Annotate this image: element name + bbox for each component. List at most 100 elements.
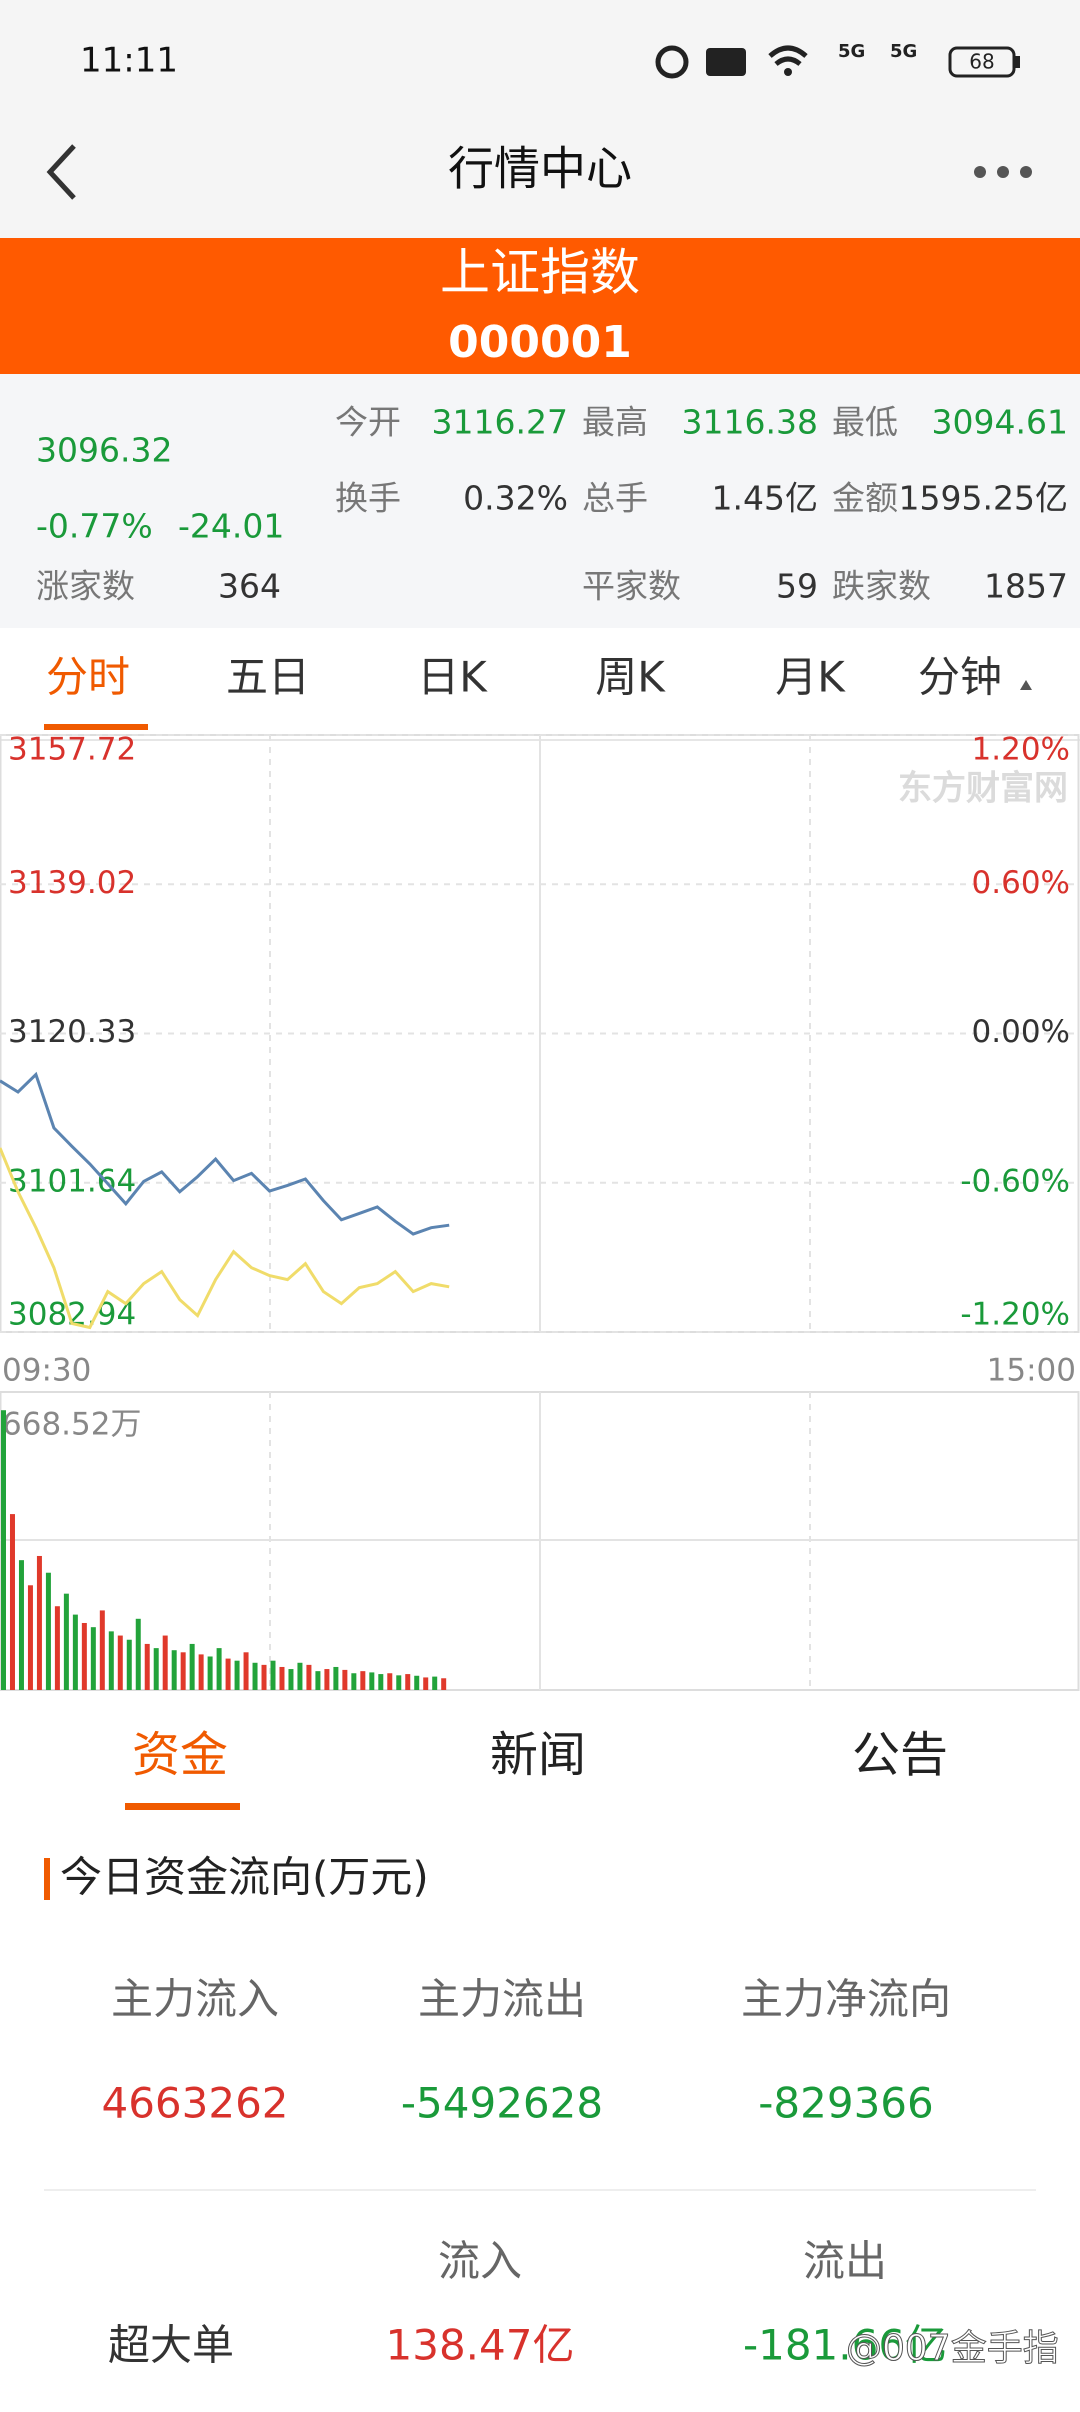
volume-bar bbox=[405, 1674, 411, 1690]
volume-bar bbox=[270, 1660, 276, 1690]
volume-bar bbox=[189, 1643, 195, 1690]
change: -24.01 bbox=[178, 507, 284, 546]
quote-bg bbox=[0, 374, 1080, 628]
volume-bar bbox=[369, 1672, 375, 1690]
info-tab[interactable]: 新闻 bbox=[490, 1727, 586, 1783]
change-pct: -0.77% bbox=[36, 507, 153, 546]
flow-label: 主力流入 bbox=[111, 1975, 279, 2024]
volume-bar bbox=[90, 1627, 96, 1690]
y-tick-label: 3157.72 bbox=[8, 732, 136, 768]
volume-bar bbox=[234, 1660, 240, 1690]
flow-value: 4663262 bbox=[101, 2079, 288, 2128]
chart-tab[interactable]: 分时 bbox=[46, 653, 130, 702]
y-tick-label: 3120.33 bbox=[8, 1014, 136, 1050]
x-tick-label: 09:30 bbox=[2, 1353, 91, 1389]
stat-value: 0.32% bbox=[463, 479, 568, 518]
flow-value: -5492628 bbox=[401, 2079, 603, 2128]
watermark: @007金手指 bbox=[846, 2328, 1059, 2369]
stat-label: 平家数 bbox=[582, 567, 681, 606]
stat-value: 1595.25亿 bbox=[899, 479, 1068, 518]
flow-label: 主力净流向 bbox=[741, 1975, 951, 2024]
volume-bar bbox=[207, 1656, 213, 1690]
volume-bar bbox=[162, 1635, 168, 1690]
tab-indicator bbox=[125, 1803, 240, 1810]
stat-label: 换手 bbox=[335, 479, 401, 518]
volume-bar bbox=[216, 1648, 222, 1690]
banner-bg bbox=[0, 238, 1080, 374]
volume-bar bbox=[117, 1635, 123, 1690]
y-tick-label: 668.52万 bbox=[2, 1407, 141, 1443]
volume-bar bbox=[18, 1560, 24, 1690]
chart-tab[interactable]: 周K bbox=[595, 653, 666, 702]
volume-bar bbox=[279, 1666, 285, 1690]
dropdown-icon bbox=[1020, 680, 1032, 690]
volume-bar bbox=[306, 1664, 312, 1690]
volume-bar bbox=[108, 1631, 114, 1690]
info-tab[interactable]: 公告 bbox=[852, 1727, 948, 1783]
network-label: 5G bbox=[838, 41, 865, 62]
volume-bar bbox=[414, 1675, 420, 1690]
volume-bar bbox=[9, 1514, 15, 1690]
row-outflow: -181.66亿 bbox=[743, 2321, 947, 2370]
volume-bar bbox=[171, 1650, 177, 1690]
volume-bar bbox=[54, 1606, 60, 1690]
volume-bar bbox=[27, 1585, 33, 1690]
volume-bar bbox=[72, 1614, 78, 1690]
volume-bar bbox=[288, 1669, 294, 1690]
battery-level: 68 bbox=[969, 50, 994, 74]
chart-tab[interactable]: 月K bbox=[775, 653, 846, 702]
flow-label: 主力流出 bbox=[418, 1975, 586, 2024]
stat-label: 跌家数 bbox=[832, 567, 931, 606]
volume-bar bbox=[63, 1593, 69, 1690]
stat-label: 涨家数 bbox=[36, 567, 135, 606]
volume-bar bbox=[36, 1555, 42, 1690]
stat-value: 59 bbox=[776, 567, 818, 606]
tab-indicator bbox=[44, 724, 148, 730]
stat-value: 1.45亿 bbox=[712, 479, 818, 518]
info-tab[interactable]: 资金 bbox=[132, 1727, 228, 1783]
volume-bar bbox=[432, 1676, 438, 1690]
y2-tick-label: -0.60% bbox=[960, 1163, 1070, 1199]
volume-bar bbox=[180, 1652, 186, 1690]
stat-value: 364 bbox=[218, 567, 281, 606]
volume-bar bbox=[99, 1610, 105, 1690]
volume-bar bbox=[225, 1658, 231, 1690]
volume-bar bbox=[333, 1666, 339, 1690]
stat-label: 总手 bbox=[582, 479, 648, 518]
volume-bar bbox=[153, 1648, 159, 1690]
volume-bar bbox=[45, 1572, 51, 1690]
row-inflow: 138.47亿 bbox=[386, 2321, 575, 2370]
section-title: 今日资金流向(万元) bbox=[60, 1853, 429, 1902]
chart-tab[interactable]: 五日 bbox=[226, 653, 310, 702]
price: 3096.32 bbox=[36, 431, 172, 470]
page-title: 行情中心 bbox=[448, 142, 632, 196]
volume-bar bbox=[243, 1652, 249, 1690]
volume-bar bbox=[387, 1673, 393, 1690]
stat-label: 今开 bbox=[335, 403, 401, 442]
volume-bar bbox=[1, 1410, 6, 1690]
price-line bbox=[0, 1147, 450, 1330]
volume-bar bbox=[396, 1675, 402, 1690]
stat-value: 3116.38 bbox=[682, 403, 818, 442]
volume-bar bbox=[198, 1654, 204, 1690]
chart-tab[interactable]: 分钟 bbox=[918, 653, 1002, 702]
index-name: 上证指数 bbox=[440, 244, 640, 302]
volume-bar bbox=[378, 1674, 384, 1690]
y-tick-label: 3082.94 bbox=[8, 1297, 136, 1333]
row-label: 超大单 bbox=[108, 2321, 234, 2370]
back-button[interactable] bbox=[46, 144, 76, 200]
volume-bar bbox=[135, 1618, 141, 1690]
stat-value: 3094.61 bbox=[932, 403, 1068, 442]
stat-value: 3116.27 bbox=[432, 403, 568, 442]
stat-label: 最低 bbox=[832, 403, 898, 442]
index-code: 000001 bbox=[448, 317, 632, 368]
chart-tab[interactable]: 日K bbox=[417, 653, 488, 702]
more-button[interactable] bbox=[974, 166, 1032, 178]
volume-bar bbox=[261, 1664, 267, 1690]
volume-bar bbox=[360, 1671, 366, 1690]
y2-tick-label: 1.20% bbox=[972, 732, 1070, 768]
volume-bar bbox=[441, 1678, 447, 1690]
volume-bar bbox=[126, 1639, 132, 1690]
